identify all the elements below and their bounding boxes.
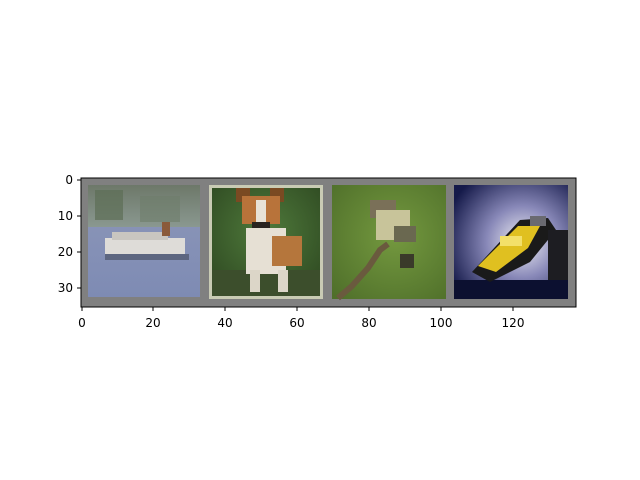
- x-axis: 0 20 40 60 80 100 120: [78, 307, 524, 330]
- x-tick-label: 20: [145, 316, 160, 330]
- x-tick-label: 80: [361, 316, 376, 330]
- dog-tile: [209, 185, 323, 299]
- y-tick-label: 10: [58, 209, 73, 223]
- y-tick-label: 30: [58, 281, 73, 295]
- y-tick-label: 0: [65, 173, 73, 187]
- car-tile: [454, 185, 568, 299]
- x-tick-label: 40: [217, 316, 232, 330]
- boat-tile: [88, 185, 200, 297]
- bird-tile: [332, 185, 446, 301]
- y-axis: 0 10 20 30: [58, 173, 81, 295]
- x-tick-label: 60: [289, 316, 304, 330]
- axes-spine: [80, 177, 577, 308]
- x-tick-label: 100: [430, 316, 453, 330]
- y-tick-label: 20: [58, 245, 73, 259]
- x-tick-label: 0: [78, 316, 86, 330]
- x-tick-label: 120: [502, 316, 525, 330]
